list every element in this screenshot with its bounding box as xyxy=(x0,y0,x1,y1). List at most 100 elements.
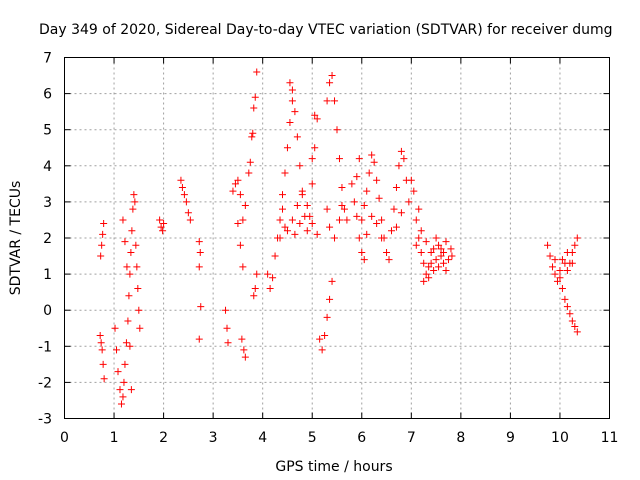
x-tick-label: 8 xyxy=(456,430,465,446)
y-tick-label: 0 xyxy=(43,303,52,319)
data-point xyxy=(111,324,119,332)
data-point xyxy=(392,223,400,231)
data-point xyxy=(316,335,324,343)
y-tick-label: -3 xyxy=(38,412,52,428)
data-point xyxy=(276,234,284,242)
data-point xyxy=(368,212,376,220)
data-point xyxy=(430,245,438,253)
data-point xyxy=(186,216,194,224)
data-point xyxy=(392,183,400,191)
data-point xyxy=(134,285,142,293)
data-point xyxy=(308,220,316,228)
data-point xyxy=(432,234,440,242)
data-point xyxy=(326,79,334,87)
data-point xyxy=(331,97,339,105)
data-point xyxy=(288,216,296,224)
data-point xyxy=(328,72,336,80)
data-point xyxy=(442,238,450,246)
data-point xyxy=(240,346,248,354)
data-point xyxy=(126,270,134,278)
data-point xyxy=(383,248,391,256)
data-point xyxy=(313,230,321,238)
data-point xyxy=(353,212,361,220)
data-point xyxy=(363,187,371,195)
data-point xyxy=(253,68,261,76)
y-tick-label: 6 xyxy=(43,87,52,103)
data-point xyxy=(303,227,311,235)
data-point xyxy=(400,155,408,163)
data-point xyxy=(113,346,121,354)
data-point xyxy=(223,324,231,332)
data-point xyxy=(251,93,259,101)
x-tick-label: 1 xyxy=(110,430,119,446)
data-point xyxy=(135,306,143,314)
data-point xyxy=(568,259,576,267)
data-point xyxy=(338,183,346,191)
data-point xyxy=(195,263,203,271)
data-point xyxy=(121,360,129,368)
data-point xyxy=(321,331,329,339)
x-tick-label: 9 xyxy=(506,430,515,446)
data-point xyxy=(283,144,291,152)
data-point xyxy=(448,252,456,260)
data-point xyxy=(417,227,425,235)
data-point xyxy=(422,270,430,278)
x-axis-label: GPS time / hours xyxy=(275,459,392,475)
data-point xyxy=(288,97,296,105)
data-point xyxy=(370,158,378,166)
data-point xyxy=(281,223,289,231)
data-point xyxy=(100,375,108,383)
data-point xyxy=(116,386,124,394)
data-point xyxy=(281,169,289,177)
data-point xyxy=(549,263,557,271)
data-point xyxy=(340,205,348,213)
y-tick-label: 1 xyxy=(43,267,52,283)
data-point xyxy=(435,263,443,271)
data-point xyxy=(241,202,249,210)
data-point xyxy=(276,216,284,224)
data-point xyxy=(296,162,304,170)
data-point xyxy=(114,368,122,376)
data-point xyxy=(269,274,277,282)
data-point xyxy=(417,248,425,256)
y-tick-label: 4 xyxy=(43,159,52,175)
data-point xyxy=(296,220,304,228)
data-point xyxy=(311,111,319,119)
data-point xyxy=(360,202,368,210)
data-point xyxy=(430,266,438,274)
data-point xyxy=(338,202,346,210)
data-point xyxy=(298,187,306,195)
data-point xyxy=(250,104,258,112)
data-point xyxy=(308,180,316,188)
data-point xyxy=(196,248,204,256)
data-point xyxy=(360,256,368,264)
data-point xyxy=(420,259,428,267)
data-point xyxy=(124,317,132,325)
data-point xyxy=(563,248,571,256)
data-point xyxy=(157,223,165,231)
data-point xyxy=(127,386,135,394)
data-point xyxy=(388,227,395,235)
data-point xyxy=(125,292,133,300)
data-point xyxy=(96,331,104,339)
data-point xyxy=(222,306,230,314)
data-point xyxy=(556,266,564,274)
data-point xyxy=(126,342,134,350)
data-point xyxy=(335,155,343,163)
data-point xyxy=(544,241,552,249)
data-point xyxy=(184,209,192,217)
data-point xyxy=(323,97,331,105)
data-point xyxy=(395,162,403,170)
data-point xyxy=(422,238,430,246)
data-point xyxy=(279,205,286,213)
x-tick-label: 6 xyxy=(357,430,366,446)
data-point xyxy=(373,176,381,184)
y-tick-label: -2 xyxy=(38,375,52,391)
data-point xyxy=(415,234,423,242)
data-point xyxy=(566,310,574,318)
data-point xyxy=(251,285,259,293)
data-point xyxy=(99,230,107,238)
data-point xyxy=(318,346,326,354)
data-point xyxy=(177,176,185,184)
